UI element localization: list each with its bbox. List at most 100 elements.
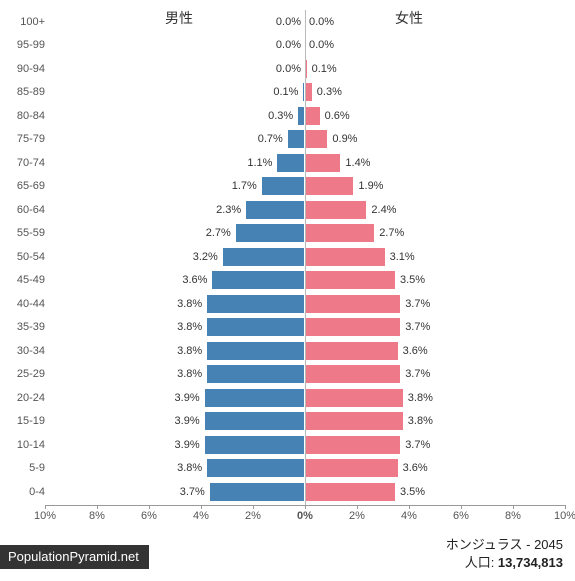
female-bar — [305, 317, 401, 337]
male-percent-label: 3.8% — [177, 462, 202, 474]
x-tick-mark — [149, 505, 150, 509]
pyramid-row: 95-990.0%0.0% — [0, 34, 575, 58]
female-bar — [305, 364, 401, 384]
male-percent-label: 0.1% — [273, 86, 298, 98]
male-bar — [206, 294, 305, 314]
age-group-label: 25-29 — [3, 368, 45, 380]
x-tick-label: 2% — [245, 510, 261, 522]
male-bar — [297, 106, 305, 126]
x-tick-label: 10% — [554, 510, 575, 522]
female-percent-label: 3.7% — [405, 439, 430, 451]
male-percent-label: 0.0% — [276, 39, 301, 51]
male-percent-label: 3.6% — [182, 274, 207, 286]
chart-footer: ホンジュラス - 2045 人口: 13,734,813 — [446, 536, 563, 571]
age-group-label: 20-24 — [3, 392, 45, 404]
female-bar — [305, 270, 396, 290]
pyramid-row: 0-4 3.7% 3.5% — [0, 480, 575, 504]
population-line: 人口: 13,734,813 — [446, 554, 563, 572]
female-percent-label: 0.9% — [332, 133, 357, 145]
pyramid-row: 45-493.6%3.5% — [0, 269, 575, 293]
male-percent-label: 1.7% — [232, 180, 257, 192]
male-bar — [287, 129, 305, 149]
male-bar — [204, 435, 305, 455]
male-percent-label: 3.8% — [177, 298, 202, 310]
female-percent-label: 0.0% — [309, 16, 334, 28]
female-percent-label: 3.8% — [408, 392, 433, 404]
pyramid-row: 15-193.9%3.8% — [0, 410, 575, 434]
age-group-label: 40-44 — [3, 298, 45, 310]
female-percent-label: 2.7% — [379, 227, 404, 239]
female-percent-label: 3.7% — [405, 298, 430, 310]
female-percent-label: 3.1% — [390, 251, 415, 263]
x-tick-mark — [461, 505, 462, 509]
x-tick-label: 0% — [297, 510, 313, 522]
pyramid-row: 20-243.9%3.8% — [0, 386, 575, 410]
male-percent-label: 0.3% — [268, 110, 293, 122]
x-tick-mark — [45, 505, 46, 509]
x-tick-label: 4% — [193, 510, 209, 522]
female-bar — [305, 153, 341, 173]
female-percent-label: 0.3% — [317, 86, 342, 98]
x-axis: 10%8%6%4%2%0%2%4%6%8%10% — [0, 505, 575, 535]
pyramid-row: 70-741.1%1.4% — [0, 151, 575, 175]
female-bar — [305, 411, 404, 431]
male-percent-label: 0.0% — [276, 63, 301, 75]
female-bar — [305, 341, 399, 361]
male-bar — [204, 411, 305, 431]
male-bar — [261, 176, 305, 196]
pyramid-row: 55-592.7%2.7% — [0, 222, 575, 246]
age-group-label: 80-84 — [3, 110, 45, 122]
pyramid-row: 60-642.3%2.4% — [0, 198, 575, 222]
country-year-title: ホンジュラス - 2045 — [446, 536, 563, 554]
pyramid-row: 65-691.7%1.9% — [0, 175, 575, 199]
pyramid-row: 100+0.0%0.0% — [0, 10, 575, 34]
male-bar — [206, 458, 305, 478]
male-bar — [222, 247, 305, 267]
male-percent-label: 3.8% — [177, 321, 202, 333]
pyramid-row: 25-293.8%3.7% — [0, 363, 575, 387]
female-percent-label: 3.8% — [408, 415, 433, 427]
pyramid-row: 80-84 0.3% 0.6% — [0, 104, 575, 128]
male-percent-label: 3.9% — [175, 439, 200, 451]
age-group-label: 0-4 — [3, 486, 45, 498]
pyramid-rows: 100+0.0%0.0%95-990.0%0.0%90-940.0%0.1%85… — [0, 10, 575, 504]
female-percent-label: 0.6% — [325, 110, 350, 122]
female-percent-label: 3.7% — [405, 321, 430, 333]
female-bar — [305, 435, 401, 455]
age-group-label: 10-14 — [3, 439, 45, 451]
population-value: 13,734,813 — [498, 555, 563, 570]
female-bar — [305, 388, 404, 408]
age-group-label: 85-89 — [3, 86, 45, 98]
x-tick-label: 6% — [453, 510, 469, 522]
male-percent-label: 2.7% — [206, 227, 231, 239]
female-bar — [305, 247, 386, 267]
male-bar — [209, 482, 305, 502]
age-group-label: 65-69 — [3, 180, 45, 192]
male-percent-label: 2.3% — [216, 204, 241, 216]
female-bar — [305, 458, 399, 478]
x-tick-mark — [565, 505, 566, 509]
female-bar — [305, 294, 401, 314]
male-percent-label: 3.7% — [180, 486, 205, 498]
age-group-label: 30-34 — [3, 345, 45, 357]
age-group-label: 15-19 — [3, 415, 45, 427]
male-percent-label: 0.7% — [258, 133, 283, 145]
pyramid-row: 5-93.8%3.6% — [0, 457, 575, 481]
x-tick-mark — [305, 505, 306, 509]
brand-badge: PopulationPyramid.net — [0, 545, 149, 569]
male-bar — [206, 364, 305, 384]
population-label: 人口: — [465, 555, 498, 570]
male-bar — [206, 341, 305, 361]
x-tick-mark — [357, 505, 358, 509]
age-group-label: 35-39 — [3, 321, 45, 333]
x-tick-mark — [97, 505, 98, 509]
age-group-label: 60-64 — [3, 204, 45, 216]
female-bar — [305, 82, 313, 102]
pyramid-row: 40-44 3.8% 3.7% — [0, 292, 575, 316]
age-group-label: 5-9 — [3, 462, 45, 474]
x-tick-label: 10% — [34, 510, 56, 522]
female-percent-label: 3.5% — [400, 486, 425, 498]
female-percent-label: 0.0% — [309, 39, 334, 51]
female-bar — [305, 482, 396, 502]
pyramid-row: 75-790.7%0.9% — [0, 128, 575, 152]
